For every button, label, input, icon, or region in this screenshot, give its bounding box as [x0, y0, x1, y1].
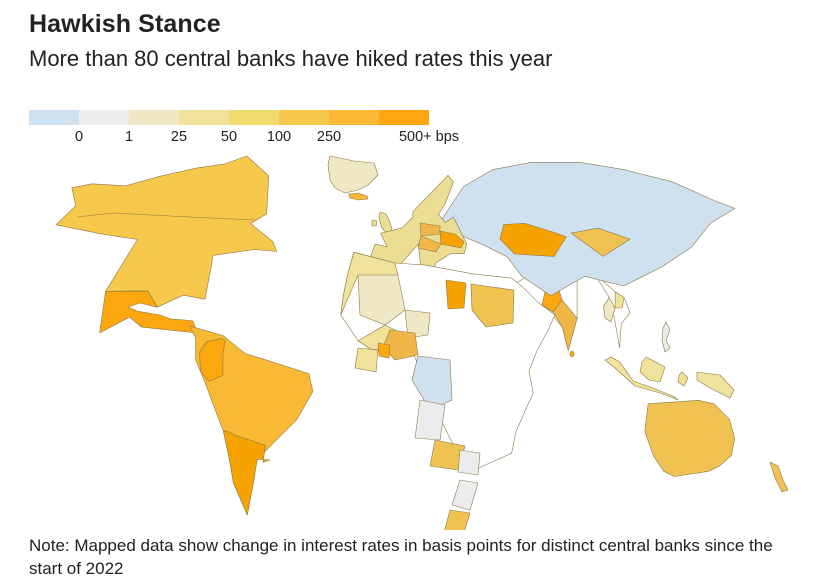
svg-text:250: 250 — [317, 129, 341, 145]
svg-text:25: 25 — [171, 129, 187, 145]
svg-text:0: 0 — [75, 129, 83, 145]
svg-text:50: 50 — [221, 129, 237, 145]
svg-text:100: 100 — [267, 129, 291, 145]
svg-text:500+ bps: 500+ bps — [399, 129, 459, 145]
svg-text:1: 1 — [125, 129, 133, 145]
